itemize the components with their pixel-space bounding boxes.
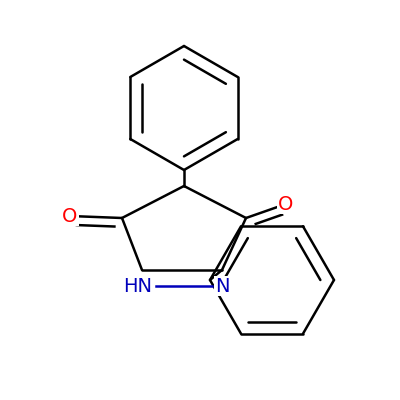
Text: O: O	[62, 206, 78, 226]
Text: HN: HN	[124, 276, 152, 296]
Text: N: N	[215, 276, 229, 296]
Text: O: O	[278, 194, 294, 214]
